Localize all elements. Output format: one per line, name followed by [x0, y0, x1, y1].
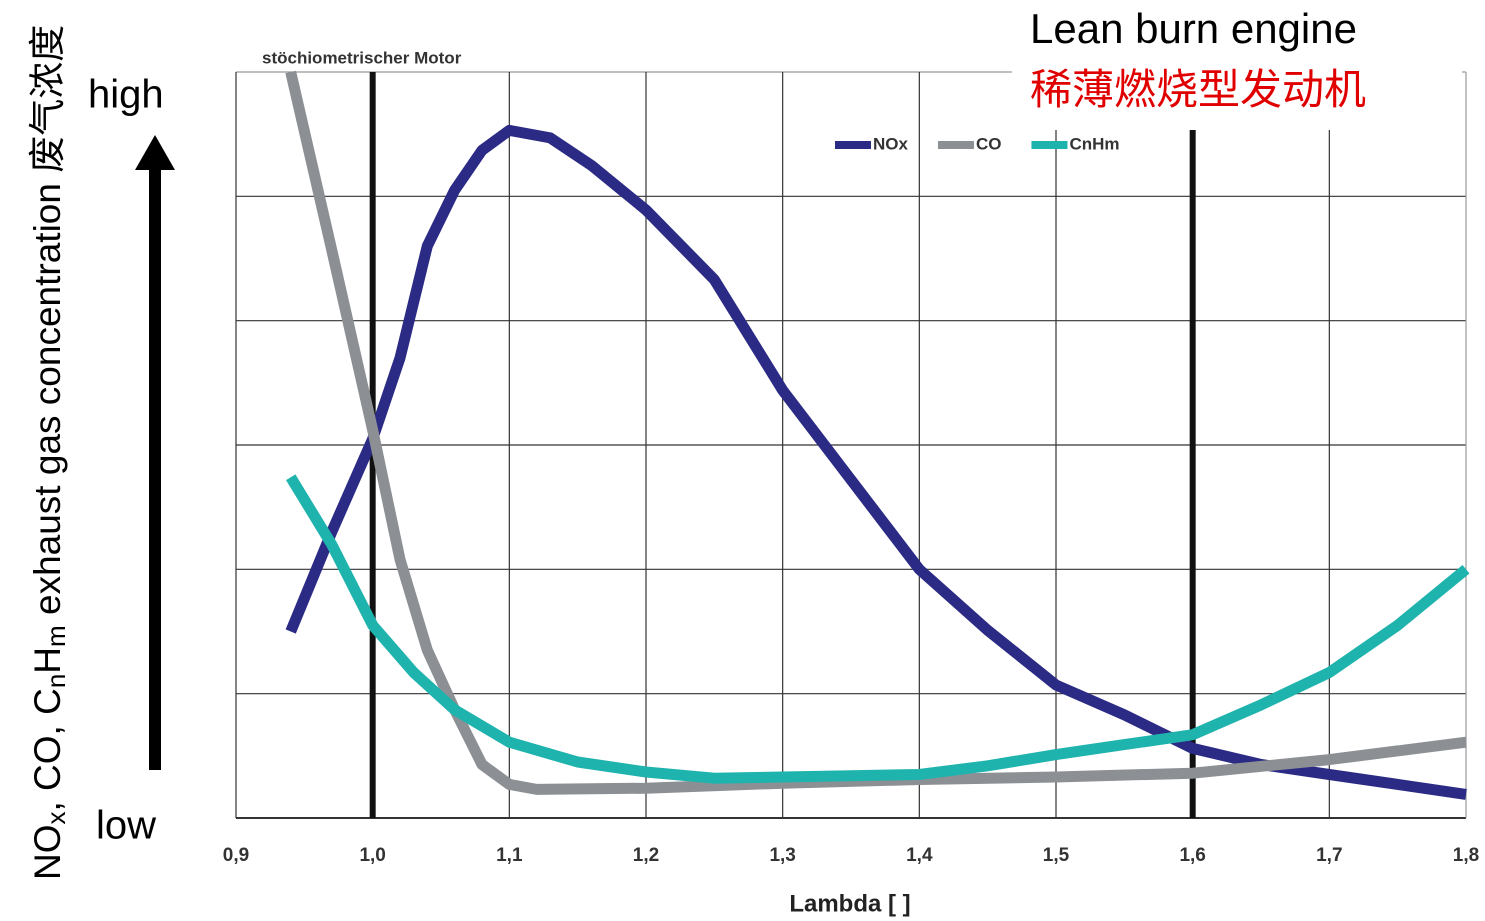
x-tick-label: 1,8 — [1453, 845, 1479, 866]
annotation-label-cn: 稀薄燃烧型发动机 — [1030, 66, 1366, 113]
y-title-part: H — [27, 647, 68, 674]
x-tick-label: 1,6 — [1179, 845, 1205, 866]
series-line — [285, 124, 1467, 800]
x-tick-label: 1,4 — [906, 845, 933, 866]
legend-label: CO — [976, 134, 1002, 153]
legend-label: NOx — [873, 134, 909, 153]
x-tick-label: 0,9 — [223, 845, 249, 866]
y-title-part: NO — [27, 825, 68, 881]
annotation-bg — [1012, 0, 1462, 130]
x-tick-label: 1,3 — [769, 845, 795, 866]
legend-label: CnHm — [1069, 134, 1119, 153]
annotation-label: stöchiometrischer Motor — [262, 48, 462, 67]
series-line — [286, 474, 1470, 784]
x-axis-title: Lambda [ ] — [789, 890, 910, 917]
series-line — [285, 70, 1467, 795]
high-label: high — [88, 73, 164, 117]
x-tick-label: 1,7 — [1316, 845, 1342, 866]
y-title-sub: n — [41, 674, 71, 688]
low-label: low — [96, 804, 156, 848]
x-tick-label: 1,5 — [1043, 845, 1070, 866]
y-title-part: exhaust gas concentration 废气浓度 — [27, 25, 68, 626]
y-title-sub: m — [41, 625, 71, 647]
x-tick-label: 1,0 — [359, 845, 385, 866]
x-tick-label: 1,2 — [633, 845, 659, 866]
x-tick-label: 1,1 — [496, 845, 523, 866]
y-axis-title: NOx, CO, CnHm exhaust gas concentration … — [27, 25, 71, 880]
annotation-label: Lean burn engine — [1030, 5, 1357, 52]
arrow-head — [135, 135, 175, 170]
y-title-sub: x — [41, 812, 71, 825]
y-title-part: , CO, C — [27, 688, 68, 811]
